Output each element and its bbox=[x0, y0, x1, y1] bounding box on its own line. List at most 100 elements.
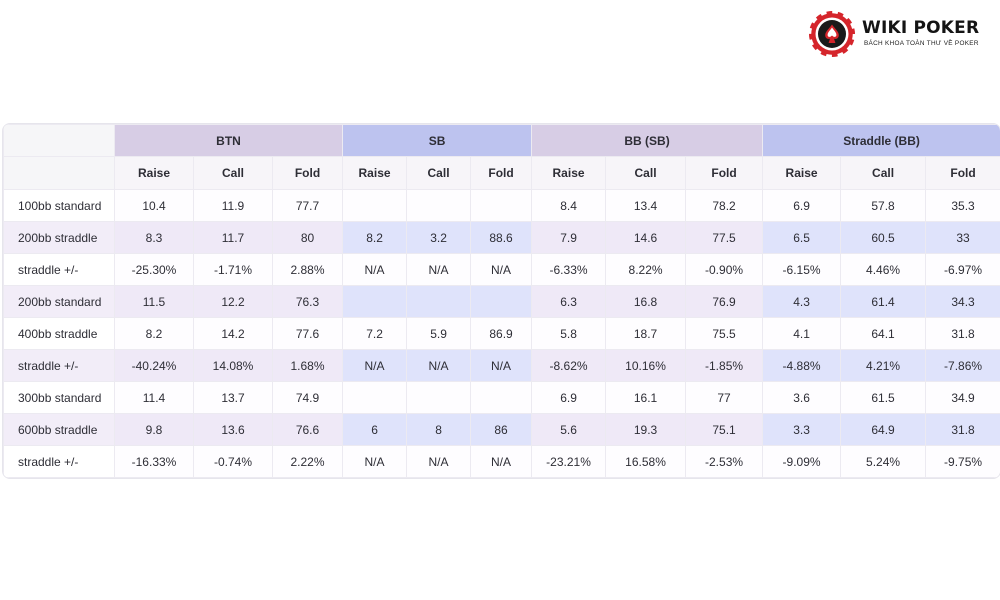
table-cell: -6.97% bbox=[925, 253, 1000, 286]
table-cell: 3.6 bbox=[762, 381, 842, 414]
table-cell: 5.8 bbox=[531, 317, 607, 350]
table-cell: 61.5 bbox=[840, 381, 927, 414]
table-cell: 77.5 bbox=[685, 221, 764, 254]
table-cell: 77.7 bbox=[271, 189, 344, 222]
table-cell: 75.5 bbox=[685, 317, 764, 350]
subheader-call: Call bbox=[193, 156, 273, 190]
table-cell: -1.71% bbox=[193, 253, 273, 286]
subheader-row: Raise Call Fold Raise Call Fold Raise Call Fold R… bbox=[3, 156, 1000, 190]
group-header-row: BTN SB BB (SB) Straddle (BB) bbox=[3, 124, 1000, 157]
table-cell: 86 bbox=[470, 413, 533, 446]
table-cell: -0.74% bbox=[193, 445, 273, 478]
table-cell: 3.3 bbox=[762, 413, 842, 446]
logo-brand-name: WIKI POKER bbox=[862, 18, 980, 38]
table-row: 600bb straddle 9.8 13.6 76.6 6 8 86 5.6 19.3 75.1… bbox=[3, 413, 1000, 446]
table-cell: -6.15% bbox=[762, 253, 842, 286]
table-row: 300bb standard 11.4 13.7 74.9 6.9 16.1 77 3.6 61… bbox=[3, 381, 1000, 414]
table-cell: 75.1 bbox=[685, 413, 764, 446]
table-cell: 11.4 bbox=[114, 381, 194, 414]
table-cell: 5.9 bbox=[406, 317, 472, 350]
table-row: 100bb standard 10.4 11.9 77.7 8.4 13.4 78.2 6.9… bbox=[3, 189, 1000, 222]
table-cell: -6.33% bbox=[531, 253, 607, 286]
corner-cell bbox=[3, 124, 115, 157]
subheader-fold: Fold bbox=[470, 156, 533, 190]
table-cell: 34.9 bbox=[925, 381, 1000, 414]
table-cell: 78.2 bbox=[685, 189, 764, 222]
table-cell: 13.6 bbox=[193, 413, 273, 446]
row-label: straddle +/- bbox=[3, 253, 115, 286]
table-cell: -9.75% bbox=[925, 445, 1000, 478]
table-cell: 3.2 bbox=[406, 221, 472, 254]
table-cell: 19.3 bbox=[605, 413, 687, 446]
table-cell: 8.2 bbox=[342, 221, 408, 254]
table-cell: 6.5 bbox=[762, 221, 842, 254]
table-cell: 11.7 bbox=[193, 221, 273, 254]
group-header-btn: BTN bbox=[113, 124, 344, 157]
table-cell: 57.8 bbox=[840, 189, 927, 222]
table-cell: N/A bbox=[342, 349, 408, 382]
table-cell: 7.9 bbox=[531, 221, 607, 254]
subheader-raise: Raise bbox=[531, 156, 607, 190]
table-cell: -0.90% bbox=[685, 253, 764, 286]
table-cell: 77 bbox=[685, 381, 764, 414]
table-cell: 6.3 bbox=[531, 285, 607, 318]
table-cell bbox=[342, 189, 408, 222]
group-header-bb: BB (SB) bbox=[531, 124, 764, 157]
table-cell: 33 bbox=[925, 221, 1000, 254]
table-cell: 4.1 bbox=[762, 317, 842, 350]
subheader-raise: Raise bbox=[342, 156, 408, 190]
table-cell: 76.9 bbox=[685, 285, 764, 318]
table-cell bbox=[406, 285, 472, 318]
table-cell: N/A bbox=[406, 349, 472, 382]
table-cell: 11.9 bbox=[193, 189, 273, 222]
group-header-sb: SB bbox=[342, 124, 533, 157]
straddle-stats-table: BTN SB BB (SB) Straddle (BB) Raise Call Fo… bbox=[2, 123, 1000, 479]
table-cell: N/A bbox=[342, 253, 408, 286]
table-cell: 7.2 bbox=[342, 317, 408, 350]
table-cell: 13.4 bbox=[605, 189, 687, 222]
table-cell: N/A bbox=[470, 445, 533, 478]
table-cell: 16.8 bbox=[605, 285, 687, 318]
table-cell: 74.9 bbox=[271, 381, 344, 414]
table-cell: -2.53% bbox=[685, 445, 764, 478]
subheader-raise: Raise bbox=[114, 156, 194, 190]
table-cell: N/A bbox=[406, 253, 472, 286]
poker-chip-spade-icon bbox=[808, 10, 856, 58]
table-row: straddle +/- -16.33% -0.74% 2.22% N/A N/A N/A -… bbox=[3, 445, 1000, 478]
table-cell: 76.6 bbox=[271, 413, 344, 446]
subheader-call: Call bbox=[605, 156, 687, 190]
table-cell: 2.22% bbox=[271, 445, 344, 478]
table-cell: -9.09% bbox=[762, 445, 842, 478]
table-cell: N/A bbox=[470, 349, 533, 382]
row-label: 300bb standard bbox=[3, 381, 115, 414]
table-cell: 76.3 bbox=[271, 285, 344, 318]
table-cell: 4.46% bbox=[840, 253, 927, 286]
table-cell: 61.4 bbox=[840, 285, 927, 318]
table-cell: 64.1 bbox=[840, 317, 927, 350]
table-cell: 10.16% bbox=[605, 349, 687, 382]
table-cell: 4.3 bbox=[762, 285, 842, 318]
table-cell: 8.22% bbox=[605, 253, 687, 286]
table-cell: 18.7 bbox=[605, 317, 687, 350]
table-cell: 64.9 bbox=[840, 413, 927, 446]
table-row: 400bb straddle 8.2 14.2 77.6 7.2 5.9 86.9 5.8 18… bbox=[3, 317, 1000, 350]
table-row: straddle +/- -25.30% -1.71% 2.88% N/A N/A N/A -… bbox=[3, 253, 1000, 286]
table-cell: 2.88% bbox=[271, 253, 344, 286]
table-cell: 14.08% bbox=[193, 349, 273, 382]
table-cell: 6 bbox=[342, 413, 408, 446]
logo-tagline: BÁCH KHOA TOÀN THƯ VỀ POKER bbox=[864, 40, 979, 47]
table-cell: 8.4 bbox=[531, 189, 607, 222]
table-cell: 5.6 bbox=[531, 413, 607, 446]
wiki-poker-logo[interactable]: WIKI POKER BÁCH KHOA TOÀN THƯ VỀ POKER bbox=[808, 9, 994, 59]
corner-cell bbox=[3, 156, 115, 190]
table-cell bbox=[406, 189, 472, 222]
table-cell: N/A bbox=[470, 253, 533, 286]
row-label: straddle +/- bbox=[3, 445, 115, 478]
table-cell: -8.62% bbox=[531, 349, 607, 382]
table-cell: -16.33% bbox=[114, 445, 194, 478]
subheader-call: Call bbox=[840, 156, 927, 190]
table-cell: N/A bbox=[406, 445, 472, 478]
row-label: straddle +/- bbox=[3, 349, 115, 382]
table-cell: 8.2 bbox=[114, 317, 194, 350]
table-row: 200bb standard 11.5 12.2 76.3 6.3 16.8 76.9 4.3… bbox=[3, 285, 1000, 318]
